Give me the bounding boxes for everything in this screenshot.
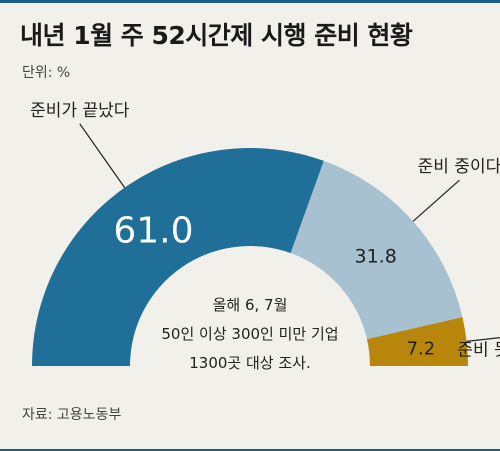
annotation-line-1: 50인 이상 300인 미만 기업 bbox=[161, 325, 338, 343]
annotation-line-2: 1300곳 대상 조사. bbox=[189, 354, 310, 372]
slice-category-label-2: 준비 못 하고 있다 bbox=[457, 340, 500, 360]
gauge-slice-0 bbox=[32, 147, 324, 366]
annotation-line-0: 올해 6, 7월 bbox=[213, 296, 288, 314]
source-label: 자료: 고용노동부 bbox=[22, 407, 122, 423]
top-rule bbox=[0, 0, 500, 3]
leader-line-2 bbox=[466, 337, 500, 342]
slice-value-label-0: 61.0 bbox=[113, 211, 193, 252]
bottom-rule bbox=[0, 449, 500, 451]
leader-line-0 bbox=[79, 123, 126, 188]
slice-value-label-2: 7.2 bbox=[407, 339, 436, 360]
slice-category-label-0: 준비가 끝났다 bbox=[30, 101, 130, 121]
gauge-slice-2 bbox=[366, 317, 468, 366]
gauge-slice-1 bbox=[290, 160, 463, 340]
leader-line-1 bbox=[412, 179, 460, 222]
slice-category-label-1: 준비 중이다 bbox=[418, 157, 500, 177]
chart-title: 내년 1월 주 52시간제 시행 준비 현황 bbox=[20, 21, 413, 50]
slice-value-label-1: 31.8 bbox=[355, 246, 397, 268]
unit-label: 단위: % bbox=[22, 65, 71, 81]
